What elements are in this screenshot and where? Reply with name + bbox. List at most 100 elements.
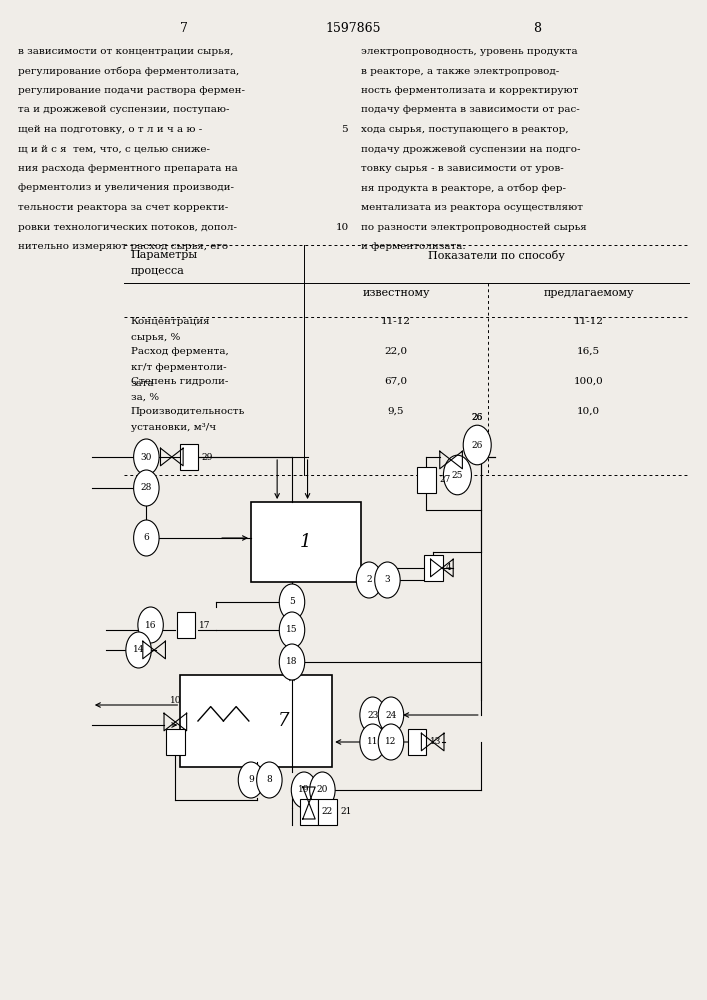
Bar bbox=[180, 675, 332, 767]
Bar bbox=[300, 799, 318, 825]
Text: 18: 18 bbox=[286, 658, 298, 666]
Text: Расход фермента,: Расход фермента, bbox=[131, 347, 228, 356]
Text: 19: 19 bbox=[298, 786, 310, 794]
Bar bbox=[166, 729, 185, 755]
Text: установки, м³/ч: установки, м³/ч bbox=[131, 423, 216, 432]
Text: 22: 22 bbox=[322, 808, 333, 816]
Text: 10,0: 10,0 bbox=[577, 407, 600, 416]
Text: подачу дрожжевой суспензии на подго-: подачу дрожжевой суспензии на подго- bbox=[361, 145, 580, 154]
Circle shape bbox=[279, 612, 305, 648]
Text: 14: 14 bbox=[133, 646, 144, 654]
Circle shape bbox=[138, 607, 163, 643]
Text: 10: 10 bbox=[336, 223, 349, 232]
Bar bbox=[251, 502, 361, 582]
Bar bbox=[177, 612, 195, 638]
Circle shape bbox=[257, 762, 282, 798]
Text: 10: 10 bbox=[170, 696, 181, 705]
Text: 25: 25 bbox=[452, 471, 463, 480]
Circle shape bbox=[134, 470, 159, 506]
Bar bbox=[424, 555, 443, 581]
Text: 4: 4 bbox=[446, 564, 452, 572]
Circle shape bbox=[238, 762, 264, 798]
Bar bbox=[408, 729, 426, 755]
Circle shape bbox=[375, 562, 400, 598]
Circle shape bbox=[291, 772, 317, 808]
Text: 67,0: 67,0 bbox=[385, 377, 407, 386]
Text: 2: 2 bbox=[366, 576, 372, 584]
Text: предлагаемому: предлагаемому bbox=[543, 288, 634, 298]
Circle shape bbox=[360, 697, 385, 733]
Text: подачу фермента в зависимости от рас-: подачу фермента в зависимости от рас- bbox=[361, 105, 579, 114]
Text: ровки технологических потоков, допол-: ровки технологических потоков, допол- bbox=[18, 223, 237, 232]
Text: в зависимости от концентрации сырья,: в зависимости от концентрации сырья, bbox=[18, 47, 233, 56]
Circle shape bbox=[443, 455, 472, 495]
Text: 7: 7 bbox=[180, 21, 188, 34]
Text: по разности электропроводностей сырья: по разности электропроводностей сырья bbox=[361, 223, 586, 232]
Text: Производительность: Производительность bbox=[131, 407, 245, 416]
Text: 20: 20 bbox=[317, 786, 328, 794]
Text: щей на подготовку, о т л и ч а ю -: щей на подготовку, о т л и ч а ю - bbox=[18, 125, 202, 134]
Text: Концентрация: Концентрация bbox=[131, 317, 211, 326]
Text: 1: 1 bbox=[300, 533, 312, 551]
Circle shape bbox=[126, 632, 151, 668]
Text: 17: 17 bbox=[199, 620, 210, 630]
Text: 30: 30 bbox=[141, 452, 152, 462]
Bar bbox=[318, 799, 337, 825]
Text: 7: 7 bbox=[278, 712, 289, 730]
Text: известному: известному bbox=[362, 288, 430, 298]
Text: регулирование отбора ферментолизата,: регулирование отбора ферментолизата, bbox=[18, 66, 239, 76]
Text: тельности реактора за счет корректи-: тельности реактора за счет корректи- bbox=[18, 203, 228, 212]
Text: щ и й с я  тем, что, с целью сниже-: щ и й с я тем, что, с целью сниже- bbox=[18, 145, 210, 154]
Circle shape bbox=[360, 724, 385, 760]
Text: 22,0: 22,0 bbox=[385, 347, 407, 356]
Text: 12: 12 bbox=[385, 738, 397, 746]
Text: 16,5: 16,5 bbox=[577, 347, 600, 356]
Text: 24: 24 bbox=[385, 710, 397, 720]
Text: 1597865: 1597865 bbox=[326, 21, 381, 34]
Text: та и дрожжевой суспензии, поступаю-: та и дрожжевой суспензии, поступаю- bbox=[18, 105, 229, 114]
Text: ность ферментолизата и корректируют: ность ферментолизата и корректируют bbox=[361, 86, 578, 95]
Text: 5: 5 bbox=[341, 125, 348, 134]
Text: Параметры: Параметры bbox=[131, 250, 198, 260]
Text: за, %: за, % bbox=[131, 393, 159, 402]
Text: 11-12: 11-12 bbox=[381, 317, 411, 326]
Circle shape bbox=[279, 584, 305, 620]
Text: 6: 6 bbox=[144, 534, 149, 542]
Text: ня продукта в реакторе, а отбор фер-: ня продукта в реакторе, а отбор фер- bbox=[361, 184, 566, 193]
Text: 11-12: 11-12 bbox=[573, 317, 604, 326]
Circle shape bbox=[134, 520, 159, 556]
Text: Степень гидроли-: Степень гидроли- bbox=[131, 377, 228, 386]
Text: 11: 11 bbox=[367, 738, 378, 746]
Circle shape bbox=[310, 772, 335, 808]
Text: 13: 13 bbox=[430, 738, 441, 746]
Text: 100,0: 100,0 bbox=[573, 377, 604, 386]
Circle shape bbox=[378, 697, 404, 733]
Circle shape bbox=[378, 724, 404, 760]
Text: сырья, %: сырья, % bbox=[131, 333, 180, 342]
Text: нительно измеряют расход сырья, его: нительно измеряют расход сырья, его bbox=[18, 242, 228, 251]
Circle shape bbox=[463, 425, 491, 465]
Text: 16: 16 bbox=[145, 620, 156, 630]
Bar bbox=[180, 444, 198, 470]
Text: 9,5: 9,5 bbox=[387, 407, 404, 416]
Text: 5: 5 bbox=[289, 597, 295, 606]
Text: ментализата из реактора осуществляют: ментализата из реактора осуществляют bbox=[361, 203, 583, 212]
Text: электропроводность, уровень продукта: электропроводность, уровень продукта bbox=[361, 47, 577, 56]
Text: товку сырья - в зависимости от уров-: товку сырья - в зависимости от уров- bbox=[361, 164, 563, 173]
Text: хода сырья, поступающего в реактор,: хода сырья, поступающего в реактор, bbox=[361, 125, 568, 134]
Text: 21: 21 bbox=[340, 808, 351, 816]
Text: 26: 26 bbox=[472, 440, 483, 450]
Text: ния расхода ферментного препарата на: ния расхода ферментного препарата на bbox=[18, 164, 238, 173]
Text: зата: зата bbox=[131, 379, 154, 388]
Text: кг/т ферментоли-: кг/т ферментоли- bbox=[131, 363, 226, 372]
Text: 8: 8 bbox=[533, 21, 542, 34]
Text: в реакторе, а также электропровод-: в реакторе, а также электропровод- bbox=[361, 66, 559, 76]
Text: Показатели по способу: Показатели по способу bbox=[428, 250, 565, 261]
Text: регулирование подачи раствора фермен-: регулирование подачи раствора фермен- bbox=[18, 86, 245, 95]
Text: 8: 8 bbox=[267, 776, 272, 784]
Text: 26: 26 bbox=[472, 413, 483, 422]
Text: 28: 28 bbox=[141, 484, 152, 492]
Text: 3: 3 bbox=[385, 576, 390, 584]
Text: 23: 23 bbox=[367, 710, 378, 720]
Text: 15: 15 bbox=[286, 626, 298, 635]
